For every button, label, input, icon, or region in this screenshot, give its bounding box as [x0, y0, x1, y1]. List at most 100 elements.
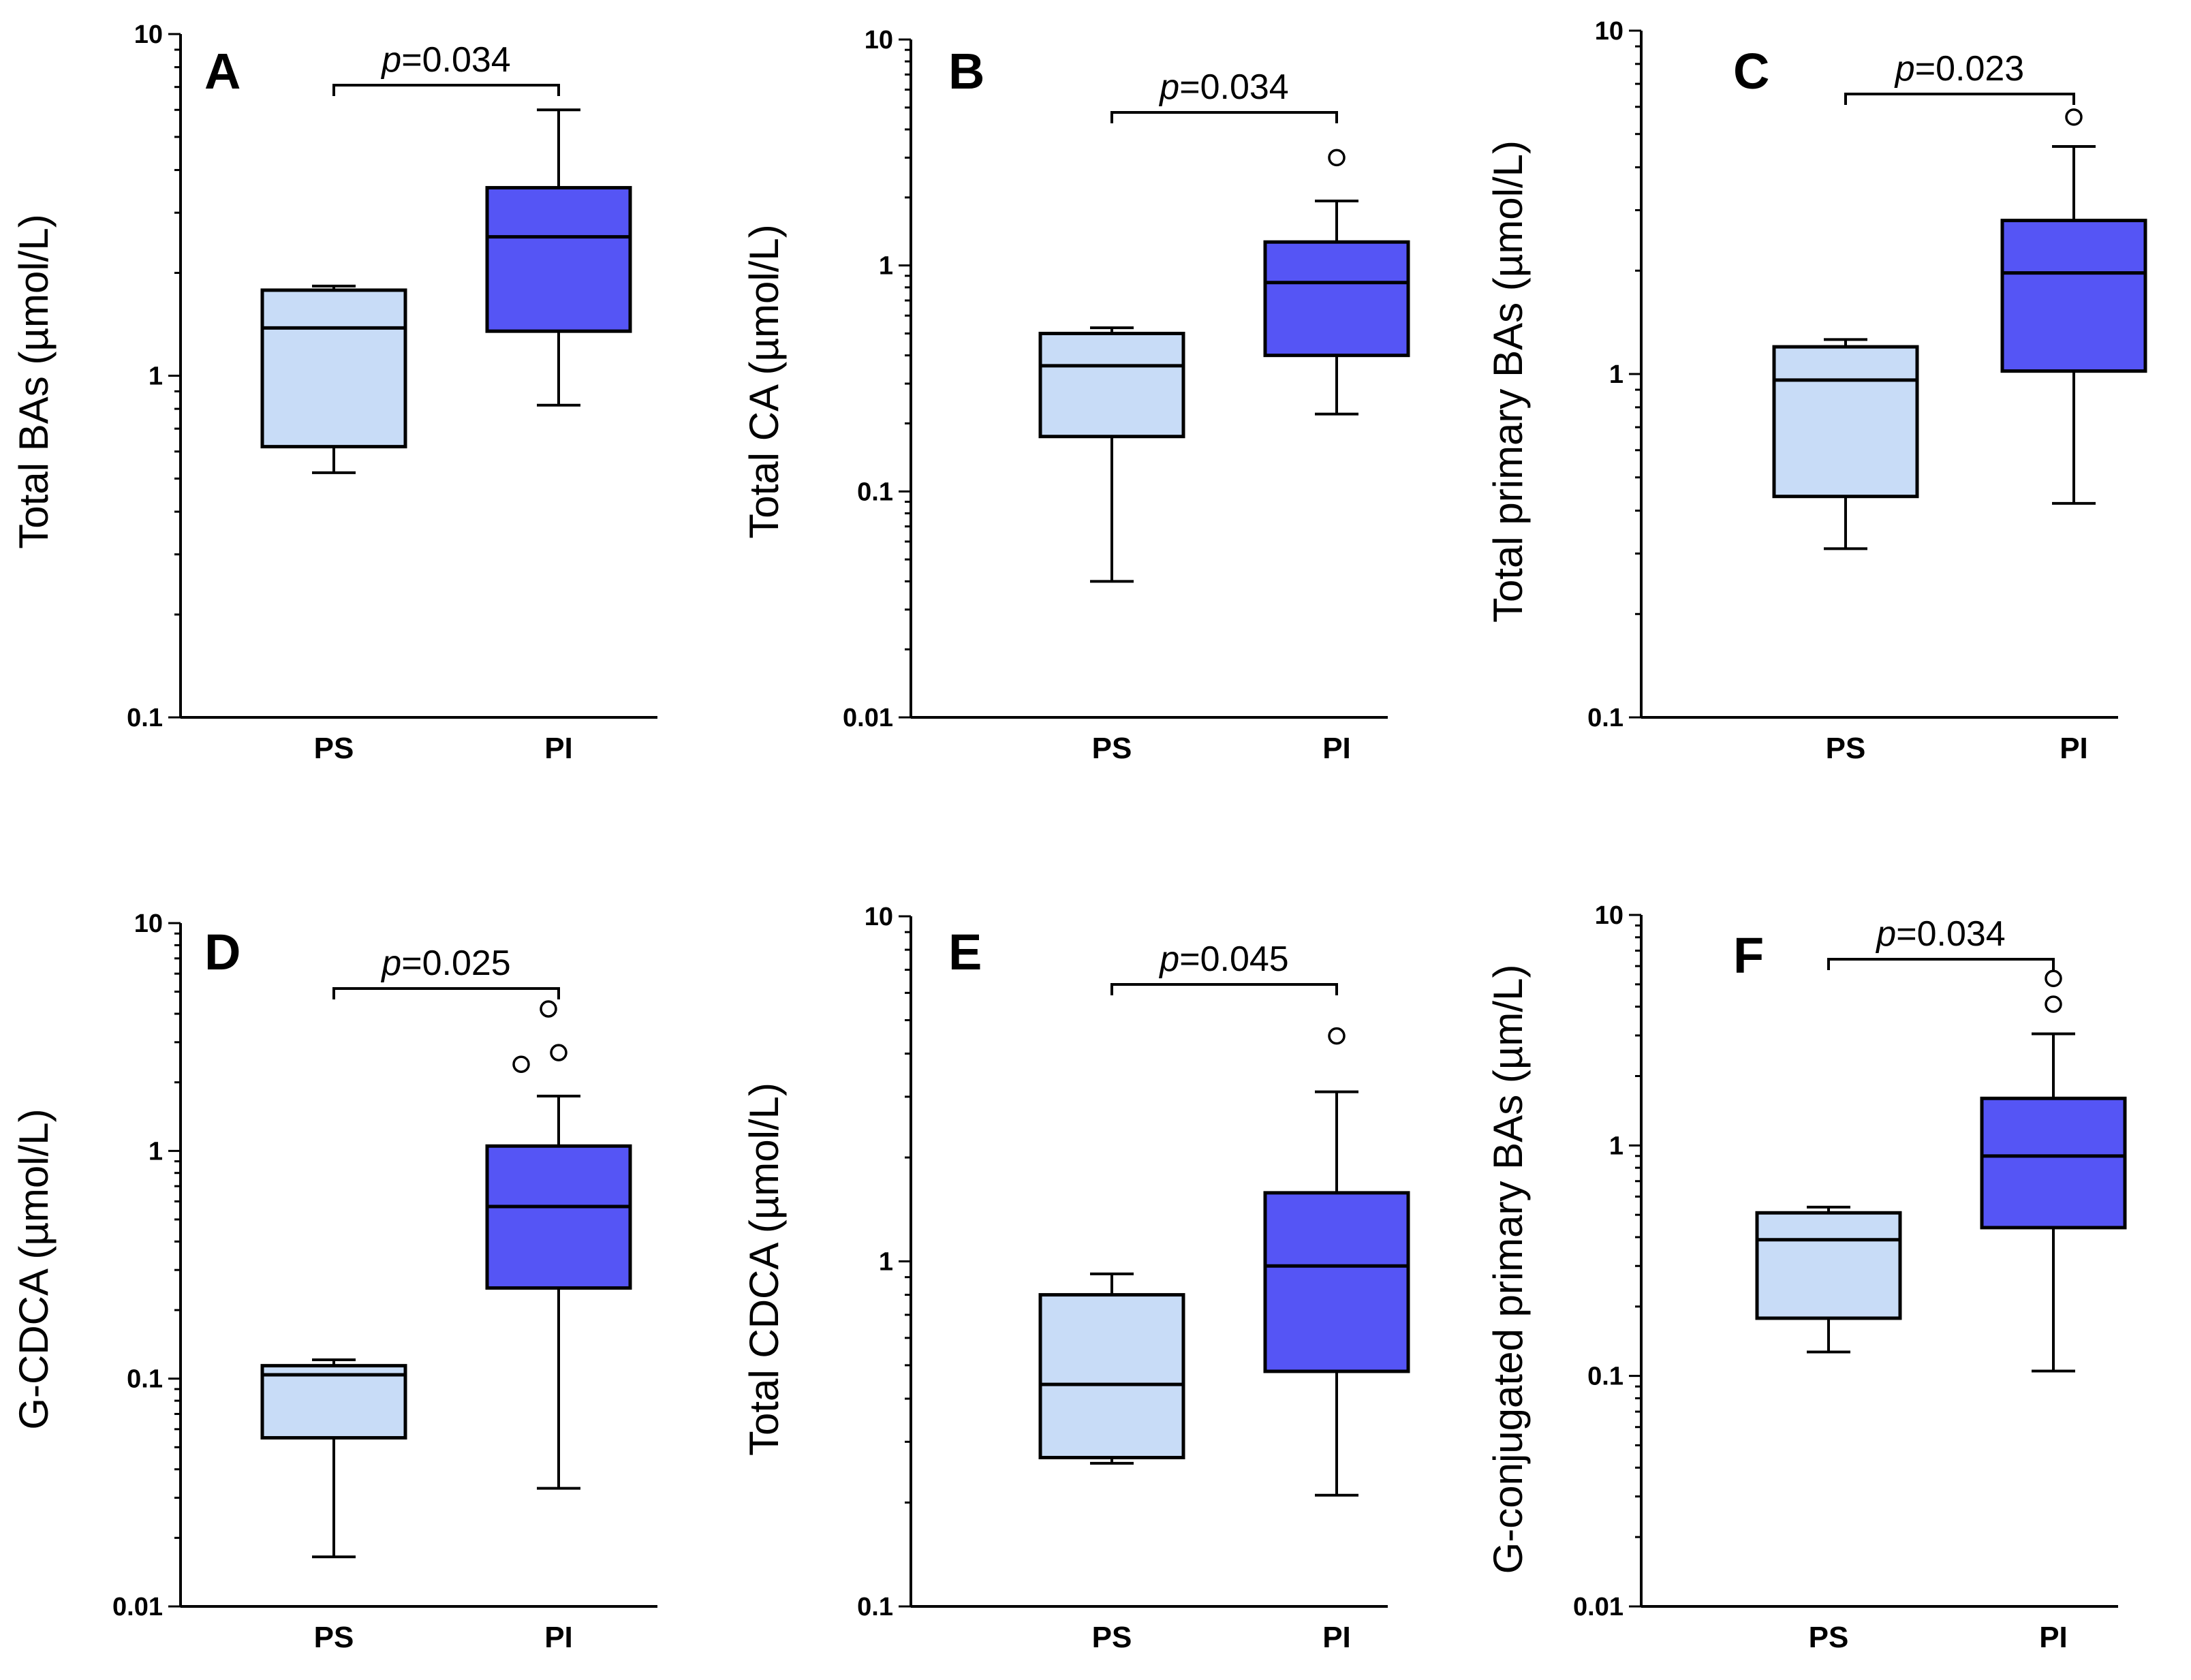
chart-panel-a: 0.1 1 10 PS PI p=0.034 A Total BAs (µmol/L) [0, 0, 730, 840]
box-ps [1038, 326, 1185, 583]
x-category-label: PI [2039, 1621, 2068, 1654]
chart-panel-b: 0.01 0.1 1 10 PS PI p=0.034 B Total CA (µmol/L) [730, 0, 1461, 840]
y-axis-title: Total CDCA (µmol/L) [741, 1083, 787, 1456]
panel-letter: A [204, 43, 240, 99]
y-tick-label: 0.1 [127, 704, 163, 732]
p-value-symbol: p [1875, 914, 1896, 954]
chart-panel-f: 0.01 0.1 1 10 PS PI p=0.034 F G-conjugated prima… [1461, 840, 2191, 1680]
significance-bracket [332, 84, 560, 96]
y-tick-label: 0.1 [1587, 704, 1623, 732]
outlier-point [512, 1055, 530, 1073]
iqr-box [2000, 219, 2147, 373]
p-value-symbol: p [1894, 49, 1915, 89]
box-pi [1263, 149, 1410, 416]
y-tick-label: 10 [1595, 17, 1623, 46]
p-value-number: =0.034 [1179, 67, 1289, 107]
outlier-point [550, 1044, 568, 1061]
significance-bracket [1110, 111, 1338, 123]
box-pi [2000, 108, 2147, 505]
y-tick-label: 0.1 [1587, 1363, 1623, 1391]
y-tick-label: 0.01 [1573, 1593, 1623, 1621]
x-category-label: PS [1092, 1621, 1132, 1654]
x-category-label: PI [1322, 1621, 1351, 1654]
y-tick-label: 10 [134, 20, 163, 49]
p-value-number: =0.045 [1179, 939, 1289, 979]
significance-bracket [1110, 983, 1338, 995]
iqr-box [260, 1364, 407, 1440]
p-value-symbol: p [380, 944, 401, 983]
y-tick-label: 0.01 [112, 1593, 163, 1621]
box-ps [1772, 338, 1919, 550]
panel-letter: B [948, 43, 984, 99]
box-ps [260, 1358, 407, 1559]
chart-svg-c: 0.1 1 10 PS PI p=0.023 C Total primary BAs (µmo… [1485, 17, 2147, 765]
significance-bracket [1844, 93, 2075, 105]
x-category-label: PI [2060, 732, 2088, 765]
outlier-point [2065, 108, 2083, 126]
p-value-number: =0.034 [401, 40, 511, 80]
outlier-point [1328, 1027, 1346, 1045]
x-category-label: PS [1809, 1621, 1849, 1654]
y-tick-label: 10 [865, 903, 893, 931]
chart-panel-d: 0.01 0.1 1 10 PS PI p=0.025 D G-CDCA (µmol/L) [0, 840, 730, 1680]
box-pi [1263, 1027, 1410, 1497]
p-value-symbol: p [380, 40, 401, 80]
box-pi [485, 1000, 632, 1490]
significance-bracket [1827, 958, 2055, 970]
y-tick-label: 0.1 [127, 1365, 163, 1394]
x-category-label: PS [314, 1621, 354, 1654]
iqr-box [485, 1144, 632, 1290]
chart-svg-d: 0.01 0.1 1 10 PS PI p=0.025 D G-CDCA (µmol/L) [11, 909, 657, 1654]
chart-svg-f: 0.01 0.1 1 10 PS PI p=0.034 F G-conjugated prima… [1485, 901, 2127, 1654]
box-pi [1980, 969, 2127, 1373]
y-axis-title: G-conjugated primary BAs (µm/L) [1485, 965, 1531, 1574]
y-tick-label: 1 [879, 1248, 893, 1277]
y-axis-title: Total CA (µmol/L) [741, 224, 787, 538]
y-tick-label: 1 [879, 252, 893, 281]
chart-svg-a: 0.1 1 10 PS PI p=0.034 A Total BAs (µmol/L) [11, 20, 657, 765]
iqr-box [260, 288, 407, 449]
outlier-point [2045, 969, 2062, 988]
y-tick-label: 10 [1595, 901, 1623, 930]
p-value-label: p=0.034 [380, 40, 510, 80]
box-ps [1038, 1272, 1185, 1465]
y-tick-label: 10 [865, 26, 893, 55]
box-ps [260, 284, 407, 474]
p-value-symbol: p [1158, 67, 1179, 107]
p-value-label: p=0.045 [1158, 939, 1288, 979]
iqr-box [1980, 1096, 2127, 1230]
x-category-label: PI [544, 1621, 573, 1654]
chart-svg-b: 0.01 0.1 1 10 PS PI p=0.034 B Total CA (µmol/L) [741, 26, 1410, 765]
box-pi [485, 108, 632, 407]
significance-bracket [332, 987, 560, 999]
p-value-label: p=0.034 [1875, 914, 2005, 954]
outlier-point [540, 1000, 557, 1018]
y-tick-label: 10 [134, 909, 163, 938]
y-tick-label: 0.1 [857, 478, 893, 506]
iqr-box [1038, 332, 1185, 439]
chart-panel-c: 0.1 1 10 PS PI p=0.023 C Total primary BAs (µmo… [1461, 0, 2191, 840]
y-axis-title: Total primary BAs (µmol/L) [1485, 140, 1531, 623]
y-tick-label: 1 [1609, 360, 1623, 389]
p-value-label: p=0.023 [1894, 49, 2024, 89]
p-value-number: =0.025 [401, 944, 511, 983]
p-value-symbol: p [1158, 939, 1179, 979]
x-category-label: PS [1826, 732, 1866, 765]
outlier-point [2045, 995, 2062, 1013]
iqr-box [485, 186, 632, 333]
x-category-label: PI [1322, 732, 1351, 765]
p-value-label: p=0.025 [380, 944, 510, 983]
box-ps [1755, 1205, 1902, 1354]
p-value-number: =0.034 [1896, 914, 2006, 954]
panel-letter: D [204, 924, 240, 980]
y-tick-label: 0.1 [857, 1593, 893, 1621]
chart-panel-e: 0.1 1 10 PS PI p=0.045 E Total CDCA (µmol/L) [730, 840, 1461, 1680]
p-value-label: p=0.034 [1158, 67, 1288, 107]
panel-letter: E [948, 924, 982, 980]
y-tick-label: 1 [1609, 1132, 1623, 1160]
y-tick-label: 1 [149, 362, 163, 391]
x-category-label: PS [1092, 732, 1132, 765]
iqr-box [1772, 345, 1919, 499]
p-value-number: =0.023 [1915, 49, 2025, 89]
